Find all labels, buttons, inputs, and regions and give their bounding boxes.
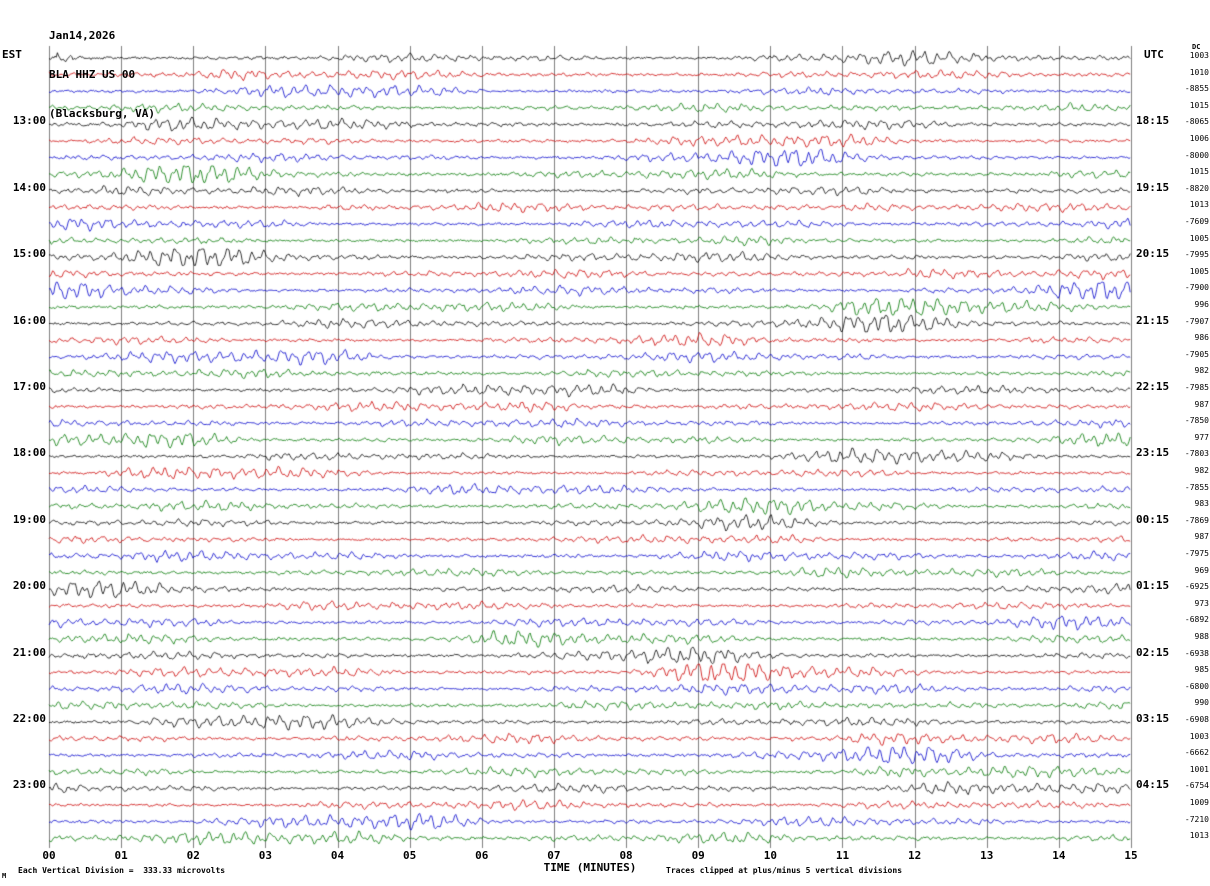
x-tick-label: 08 — [619, 849, 633, 862]
x-tick-label: 02 — [186, 849, 200, 862]
dc-value: 1003 — [1189, 51, 1209, 60]
footer-right-note: Traces clipped at plus/minus 5 vertical … — [666, 866, 903, 875]
left-time-label: 14:00 — [12, 180, 46, 194]
dc-value: 1005 — [1189, 266, 1209, 276]
footer-left-note: Each Vertical Division = 333.33 microvol… — [18, 866, 226, 875]
right-time-label: 02:15 — [1136, 645, 1170, 659]
left-time-label: 19:00 — [12, 512, 46, 526]
dc-value: -8065 — [1184, 117, 1209, 127]
dc-value: 1015 — [1189, 100, 1209, 110]
x-tick-label: 05 — [403, 849, 417, 862]
right-time-label: 03:15 — [1136, 712, 1170, 725]
dc-value: -7907 — [1184, 316, 1209, 326]
dc-value: 1001 — [1189, 764, 1209, 774]
dc-value: -8820 — [1184, 183, 1209, 193]
right-time-label: 18:15 — [1136, 114, 1170, 128]
left-axis-header: EST — [2, 48, 22, 61]
left-time-label: 16:00 — [12, 313, 46, 327]
dc-value: 996 — [1194, 300, 1209, 309]
right-time-label: 22:15 — [1136, 380, 1170, 393]
right-time-label: 21:15 — [1136, 313, 1170, 327]
x-tick-label: 10 — [763, 849, 777, 862]
dc-value: 1003 — [1189, 731, 1209, 741]
dc-value: -7210 — [1184, 814, 1209, 824]
x-tick-label: 15 — [1124, 849, 1138, 862]
right-time-label: 20:15 — [1136, 247, 1170, 261]
dc-value: 983 — [1194, 499, 1209, 509]
x-tick-label: 11 — [835, 849, 850, 862]
dc-value: -7905 — [1184, 349, 1209, 359]
left-time-label: 23:00 — [12, 778, 46, 792]
dc-value: -7609 — [1184, 217, 1209, 226]
dc-value: -6908 — [1184, 715, 1209, 724]
right-time-label: 19:15 — [1136, 180, 1170, 194]
x-tick-label: 06 — [475, 849, 489, 862]
footer-corner-mark: M — [2, 872, 7, 880]
dc-value: 1005 — [1189, 233, 1209, 243]
dc-value: -6662 — [1184, 748, 1209, 758]
right-time-label: 04:15 — [1136, 778, 1170, 792]
x-tick-label: 13 — [980, 849, 994, 862]
x-tick-label: 01 — [114, 849, 128, 862]
dc-value: -6938 — [1184, 648, 1209, 658]
x-axis-title: TIME (MINUTES) — [543, 861, 637, 874]
dc-column-header: DC — [1192, 43, 1201, 51]
dc-value: 1013 — [1189, 200, 1209, 210]
dc-value: 987 — [1194, 399, 1209, 409]
dc-value: -7975 — [1184, 549, 1209, 558]
dc-value: -6800 — [1184, 681, 1209, 691]
header: Jan14,2026 BLA HHZ US 00 (Blacksburg, VA… — [49, 3, 155, 146]
right-axis-header: UTC — [1144, 48, 1164, 61]
header-location: (Blacksburg, VA) — [49, 107, 155, 120]
dc-value: -8000 — [1184, 150, 1209, 160]
dc-value: 985 — [1194, 665, 1209, 675]
dc-value: 982 — [1194, 466, 1209, 475]
left-time-label: 15:00 — [12, 247, 46, 261]
dc-value: -6892 — [1184, 615, 1209, 625]
right-time-label: 23:15 — [1136, 446, 1170, 460]
dc-value: 973 — [1194, 598, 1209, 608]
left-time-label: 17:00 — [12, 380, 46, 393]
x-tick-label: 07 — [547, 849, 561, 862]
left-time-label: 13:00 — [12, 114, 46, 128]
right-time-label: 01:15 — [1136, 579, 1170, 593]
left-time-label: 18:00 — [12, 446, 46, 460]
dc-value: 987 — [1194, 532, 1209, 542]
dc-value: -7985 — [1184, 383, 1209, 392]
x-tick-label: 09 — [691, 849, 705, 862]
x-tick-label: 04 — [330, 849, 345, 862]
dc-value: -8855 — [1184, 84, 1209, 94]
dc-value: -6925 — [1184, 582, 1209, 592]
dc-value: -7803 — [1184, 449, 1209, 459]
dc-value: 1009 — [1189, 798, 1209, 807]
left-time-label: 21:00 — [12, 645, 46, 659]
dc-value: 988 — [1194, 632, 1209, 641]
dc-value: -7900 — [1184, 283, 1209, 293]
left-time-label: 20:00 — [12, 579, 46, 593]
dc-value: -6754 — [1184, 781, 1209, 791]
dc-value: 990 — [1194, 698, 1209, 708]
dc-value: -7855 — [1184, 482, 1209, 492]
dc-value: 982 — [1194, 366, 1209, 376]
x-tick-label: 00 — [42, 849, 56, 862]
dc-value: 986 — [1194, 333, 1209, 343]
right-time-label: 00:15 — [1136, 512, 1170, 526]
x-tick-label: 12 — [907, 849, 922, 862]
dc-value: -7995 — [1184, 250, 1209, 260]
dc-value: 1015 — [1189, 167, 1209, 177]
dc-value: -7850 — [1184, 416, 1209, 426]
dc-value: 969 — [1194, 565, 1209, 575]
x-tick-label: 14 — [1052, 849, 1066, 862]
header-station: BLA HHZ US 00 — [49, 68, 136, 81]
x-tick-label: 03 — [258, 849, 273, 862]
dc-value: 977 — [1194, 432, 1209, 442]
left-time-label: 22:00 — [12, 712, 46, 725]
dc-value: 1010 — [1189, 67, 1209, 77]
header-date: Jan14,2026 — [49, 29, 116, 42]
dc-value: 1006 — [1189, 134, 1209, 143]
dc-value: -7869 — [1184, 515, 1209, 525]
dc-value: 1013 — [1189, 831, 1209, 841]
